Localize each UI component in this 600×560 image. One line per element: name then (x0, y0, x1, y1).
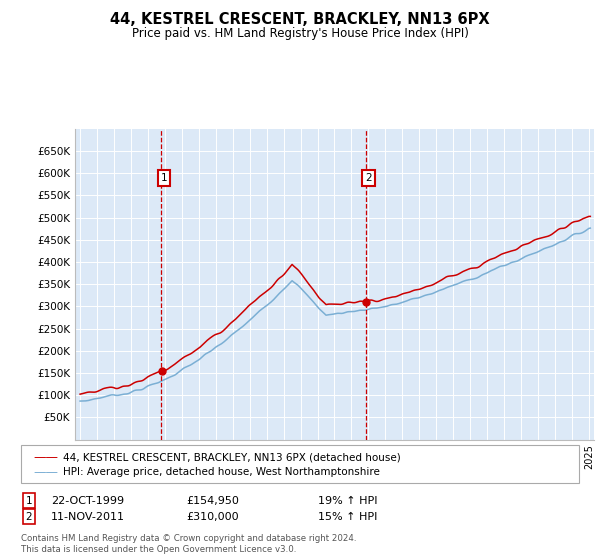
Text: 44, KESTREL CRESCENT, BRACKLEY, NN13 6PX: 44, KESTREL CRESCENT, BRACKLEY, NN13 6PX (110, 12, 490, 27)
Text: £154,950: £154,950 (186, 496, 239, 506)
Text: 2: 2 (25, 512, 32, 522)
Text: HPI: Average price, detached house, West Northamptonshire: HPI: Average price, detached house, West… (63, 467, 380, 477)
Text: 19% ↑ HPI: 19% ↑ HPI (318, 496, 377, 506)
Text: 22-OCT-1999: 22-OCT-1999 (51, 496, 124, 506)
Text: Price paid vs. HM Land Registry's House Price Index (HPI): Price paid vs. HM Land Registry's House … (131, 27, 469, 40)
Text: Contains HM Land Registry data © Crown copyright and database right 2024.
This d: Contains HM Land Registry data © Crown c… (21, 534, 356, 554)
Text: 44, KESTREL CRESCENT, BRACKLEY, NN13 6PX (detached house): 44, KESTREL CRESCENT, BRACKLEY, NN13 6PX… (63, 452, 401, 463)
Text: £310,000: £310,000 (186, 512, 239, 522)
Text: ——: —— (33, 465, 58, 479)
Text: 1: 1 (161, 172, 167, 183)
Text: 11-NOV-2011: 11-NOV-2011 (51, 512, 125, 522)
Text: 15% ↑ HPI: 15% ↑ HPI (318, 512, 377, 522)
Text: 2: 2 (365, 172, 372, 183)
Text: ——: —— (33, 451, 58, 464)
Text: 1: 1 (25, 496, 32, 506)
